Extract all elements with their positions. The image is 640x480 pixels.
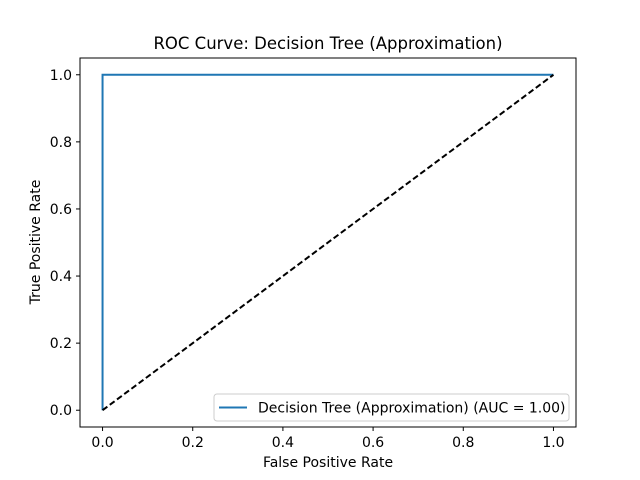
axes-frame — [79, 57, 577, 428]
y-axis: 0.0 0.2 0.4 0.6 0.8 1.0 — [50, 68, 80, 419]
y-axis-label: True Positive Rate — [28, 180, 44, 306]
y-tick-label: 0.2 — [50, 336, 72, 352]
legend: Decision Tree (Approximation) (AUC = 1.0… — [213, 393, 570, 422]
y-tick-label: 0.8 — [50, 135, 72, 151]
x-tick-label: 0.8 — [452, 435, 474, 451]
roc-curve-line — [101, 73, 554, 411]
legend-box — [213, 393, 570, 422]
x-tick-label: 0.4 — [272, 435, 294, 451]
x-tick-label: 0.2 — [182, 435, 204, 451]
chart-title: ROC Curve: Decision Tree (Approximation) — [153, 34, 502, 53]
x-tick-label: 1.0 — [542, 435, 564, 451]
random-classifier-line — [101, 73, 555, 412]
y-tick-label: 1.0 — [50, 68, 72, 84]
series-group — [101, 73, 555, 412]
y-tick-label: 0.0 — [50, 403, 72, 419]
x-axis-label: False Positive Rate — [263, 455, 393, 471]
y-tick-label: 0.4 — [50, 269, 72, 285]
y-tick-label: 0.6 — [50, 202, 72, 218]
x-axis: 0.0 0.2 0.4 0.6 0.8 1.0 — [91, 427, 565, 451]
legend-label-decision-tree: Decision Tree (Approximation) (AUC = 1.0… — [258, 401, 566, 417]
x-tick-label: 0.6 — [362, 435, 384, 451]
x-tick-label: 0.0 — [91, 435, 113, 451]
